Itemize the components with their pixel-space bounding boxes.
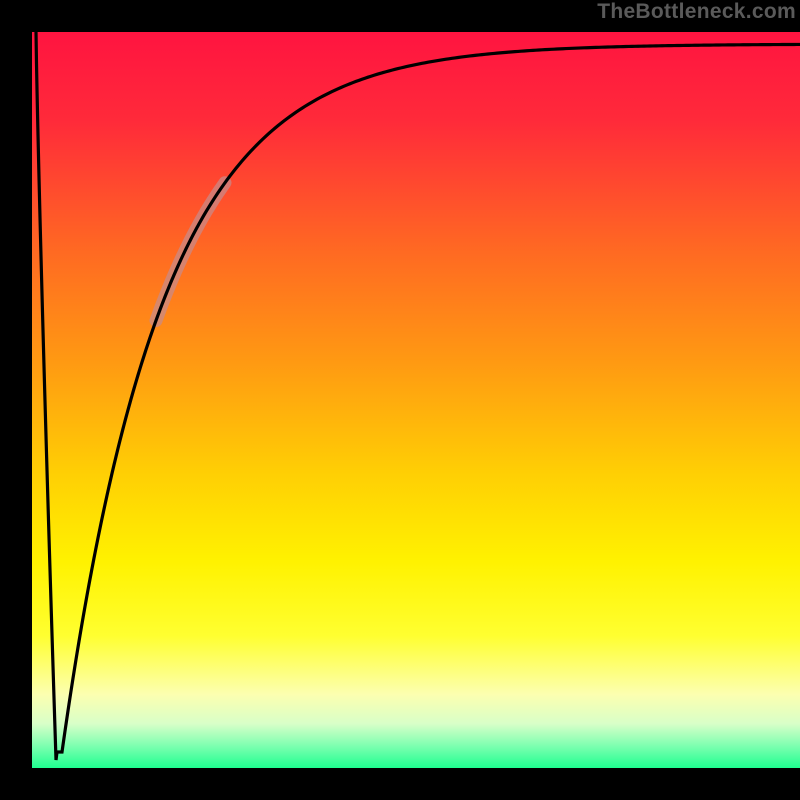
- chart-canvas: TheBottleneck.com: [0, 0, 800, 800]
- watermark-text: TheBottleneck.com: [597, 0, 796, 24]
- plot-area-gradient: [32, 32, 800, 768]
- gradient-plot: [0, 0, 800, 800]
